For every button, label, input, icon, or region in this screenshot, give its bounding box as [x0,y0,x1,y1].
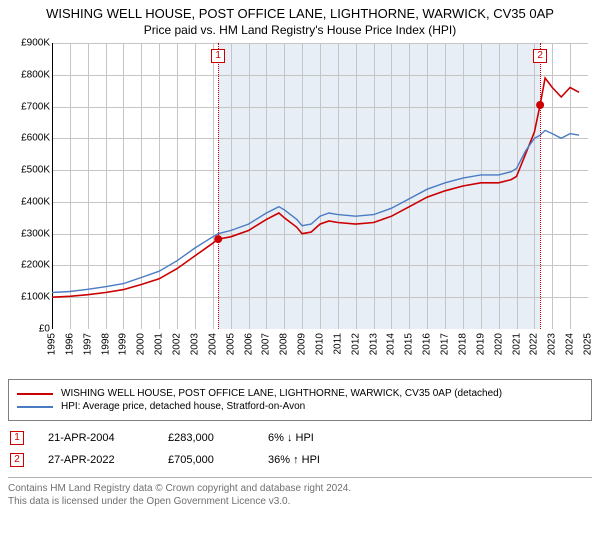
x-tick-label: 2024 [565,333,576,355]
x-tick-label: 2014 [386,333,397,355]
legend: WISHING WELL HOUSE, POST OFFICE LANE, LI… [8,379,592,421]
event-delta: 6% ↓ HPI [268,432,314,444]
x-tick-label: 2023 [547,333,558,355]
chart-event-marker: 1 [211,49,225,63]
y-tick-label: £200K [21,260,50,271]
line-series [52,43,588,329]
x-tick-label: 1997 [82,333,93,355]
title-line1: WISHING WELL HOUSE, POST OFFICE LANE, LI… [8,6,592,21]
event-delta: 36% ↑ HPI [268,454,320,466]
x-tick-label: 2017 [440,333,451,355]
legend-swatch [17,406,53,408]
event-date: 21-APR-2004 [48,432,168,444]
event-date: 27-APR-2022 [48,454,168,466]
legend-swatch [17,393,53,395]
y-axis: £0£100K£200K£300K£400K£500K£600K£700K£80… [8,43,52,329]
event-marker: 1 [10,431,24,445]
arrow-up-icon: ↑ [293,454,299,466]
y-tick-label: £700K [21,101,50,112]
x-tick-label: 2001 [154,333,165,355]
x-tick-label: 2019 [475,333,486,355]
x-tick-label: 2009 [297,333,308,355]
arrow-down-icon: ↓ [287,432,293,444]
title-line2: Price paid vs. HM Land Registry's House … [8,23,592,37]
footer: Contains HM Land Registry data © Crown c… [8,482,592,508]
x-tick-label: 2015 [404,333,415,355]
legend-row: HPI: Average price, detached house, Stra… [17,401,583,412]
legend-label: HPI: Average price, detached house, Stra… [61,401,305,412]
x-tick-label: 1995 [47,333,58,355]
y-tick-label: £300K [21,228,50,239]
event-marker: 2 [10,453,24,467]
chart-title: WISHING WELL HOUSE, POST OFFICE LANE, LI… [8,6,592,37]
series-hpi [52,130,579,292]
footer-line: Contains HM Land Registry data © Crown c… [8,482,592,495]
event-row: 2 27-APR-2022 £705,000 36% ↑ HPI [8,449,592,471]
event-price: £705,000 [168,454,268,466]
x-tick-label: 2005 [225,333,236,355]
x-tick-label: 2008 [279,333,290,355]
series-price_paid [52,78,579,297]
x-axis: 1995199619971998199920002001200220032004… [52,329,588,373]
x-tick-label: 2002 [172,333,183,355]
x-tick-label: 2007 [261,333,272,355]
y-tick-label: £900K [21,38,50,49]
x-tick-label: 1999 [118,333,129,355]
y-tick-label: £600K [21,133,50,144]
x-tick-label: 2010 [315,333,326,355]
x-tick-label: 2020 [493,333,504,355]
x-tick-label: 2011 [332,333,343,355]
legend-label: WISHING WELL HOUSE, POST OFFICE LANE, LI… [61,388,502,399]
chart-container: WISHING WELL HOUSE, POST OFFICE LANE, LI… [0,0,600,516]
x-tick-label: 2004 [207,333,218,355]
x-tick-label: 2000 [136,333,147,355]
x-tick-label: 2006 [243,333,254,355]
y-tick-label: £800K [21,69,50,80]
event-price: £283,000 [168,432,268,444]
divider [8,477,592,478]
event-table: 1 21-APR-2004 £283,000 6% ↓ HPI 2 27-APR… [8,427,592,471]
x-tick-label: 2025 [583,333,594,355]
legend-row: WISHING WELL HOUSE, POST OFFICE LANE, LI… [17,388,583,399]
x-tick-label: 2013 [368,333,379,355]
x-tick-label: 2022 [529,333,540,355]
x-tick-label: 1996 [64,333,75,355]
y-tick-label: £100K [21,292,50,303]
x-tick-label: 1998 [100,333,111,355]
event-row: 1 21-APR-2004 £283,000 6% ↓ HPI [8,427,592,449]
x-tick-label: 2003 [189,333,200,355]
x-tick-label: 2021 [511,333,522,355]
x-tick-label: 2012 [350,333,361,355]
chart-event-marker: 2 [533,49,547,63]
x-tick-label: 2016 [422,333,433,355]
x-tick-label: 2018 [457,333,468,355]
footer-line: This data is licensed under the Open Gov… [8,495,592,508]
y-tick-label: £400K [21,196,50,207]
plot-area: 12 [52,43,588,329]
chart-area: £0£100K£200K£300K£400K£500K£600K£700K£80… [8,43,592,373]
y-tick-label: £500K [21,165,50,176]
